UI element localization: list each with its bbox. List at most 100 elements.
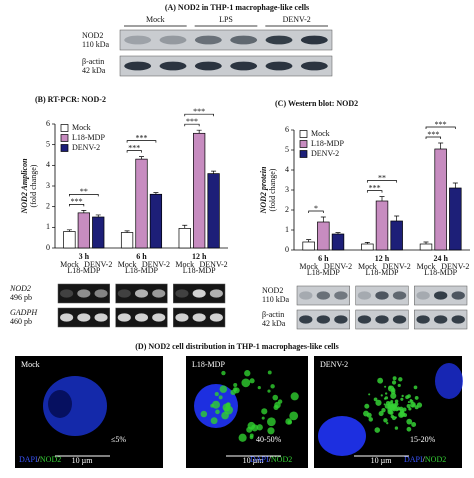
x-tick-label: 12 h [192, 252, 207, 261]
blot-size: 460 pb [10, 317, 32, 326]
error-bar [364, 242, 370, 244]
lane-label: LPS [219, 15, 233, 24]
y-axis-label: NOD2 Amplicon [20, 158, 29, 215]
nod2-granule [218, 395, 223, 400]
bar [317, 221, 330, 251]
significance-bracket [308, 210, 324, 213]
significance-bracket [184, 123, 200, 127]
nod2-granule [387, 405, 392, 410]
y-tick-label: 2 [285, 205, 289, 214]
nod2-granule [389, 410, 394, 415]
nucleus [48, 390, 72, 418]
legend-swatch [299, 130, 308, 138]
error-bar [124, 230, 130, 233]
significance-label: *** [427, 130, 439, 139]
image-percent: 40-50% [256, 435, 282, 444]
blot-band [175, 289, 189, 298]
blot-band [433, 291, 448, 300]
row-label: β-actin [82, 57, 104, 66]
blot-band [416, 315, 430, 324]
image-percent: ≤5% [111, 435, 126, 444]
nod2-granule [400, 411, 403, 414]
legend-swatch [60, 134, 69, 142]
blot-band [192, 289, 206, 298]
error-bar [211, 170, 217, 174]
nod2-granule [384, 392, 388, 395]
blot-band [433, 315, 448, 324]
significance-bracket [184, 113, 214, 117]
y-tick-label: 4 [46, 160, 50, 169]
significance-bracket [69, 194, 99, 197]
nucleus [435, 363, 463, 399]
x-tick-label: 6 h [136, 252, 147, 261]
error-bar [394, 215, 400, 221]
significance-label: ** [80, 187, 88, 196]
bar [302, 241, 315, 251]
significance-label: ** [378, 173, 386, 182]
series-tick-label: Mock [118, 260, 137, 269]
blot-band [375, 291, 389, 300]
nod2-granule [400, 397, 404, 401]
nod2-granule [383, 418, 388, 423]
significance-bracket [425, 126, 456, 129]
blot-band [316, 315, 331, 324]
error-bar [320, 216, 326, 222]
nod2-granule [241, 378, 251, 388]
blot-band [194, 35, 222, 45]
legend-swatch [60, 144, 69, 152]
bar [331, 233, 345, 251]
y-tick-label: 6 [285, 125, 289, 134]
series-tick-label: L18-MDP [307, 268, 340, 277]
nod2-granule [267, 417, 276, 427]
bar [149, 193, 163, 249]
nod2-granule [399, 406, 404, 411]
nod2-granule [230, 389, 236, 396]
blot-band [416, 291, 430, 300]
blot-band [77, 289, 91, 298]
blot-band [230, 61, 258, 71]
nod2-granule [392, 407, 396, 412]
legend-label: Mock [72, 123, 91, 132]
blot-band [299, 315, 313, 324]
error-bar [438, 142, 444, 149]
y-tick-label: 6 [46, 119, 50, 128]
blot-label: NOD2 [9, 284, 31, 293]
x-tick-label: 6 h [318, 254, 329, 263]
series-tick-label: Mock [175, 260, 194, 269]
blot-strip [119, 29, 333, 51]
nod2-granule [238, 433, 247, 442]
significance-bracket [69, 204, 85, 207]
y-axis-sublabel: (fold change) [29, 164, 38, 207]
series-tick-label: L18-MDP [183, 266, 216, 275]
scale-bar-label: 10 µm [72, 456, 94, 465]
stain-stain-a: DAPI [19, 455, 38, 464]
nod2-granule [287, 420, 293, 425]
blot-band [451, 291, 465, 300]
blot-band [357, 291, 372, 300]
y-axis-label: NOD2 protein [259, 166, 268, 214]
scale-bar-label: 10 µm [371, 456, 393, 465]
nod2-granule [391, 403, 397, 409]
nod2-granule [411, 422, 417, 427]
scale-bar-label: 10 µm [243, 456, 265, 465]
nod2-granule [378, 411, 384, 417]
blot-band [375, 315, 389, 324]
stain-separator: / [269, 455, 272, 464]
nod2-granule [249, 378, 255, 384]
nod2-granule [397, 383, 401, 388]
significance-label: *** [186, 117, 198, 126]
series-tick-label: DENV-2 [84, 260, 112, 269]
nod2-granule [221, 370, 226, 376]
x-tick-label: 3 h [79, 252, 90, 261]
significance-label: *** [128, 143, 140, 152]
bar [135, 158, 148, 249]
y-tick-label: 0 [46, 243, 50, 252]
nod2-granule [366, 412, 372, 418]
blot-size: 42 kDa [262, 319, 286, 328]
blot-band [60, 313, 74, 322]
series-tick-label: DENV-2 [441, 262, 469, 271]
nod2-granule [391, 388, 396, 393]
y-tick-label: 1 [285, 225, 289, 234]
stain-legend: DAPI/NOD2 [250, 455, 292, 464]
